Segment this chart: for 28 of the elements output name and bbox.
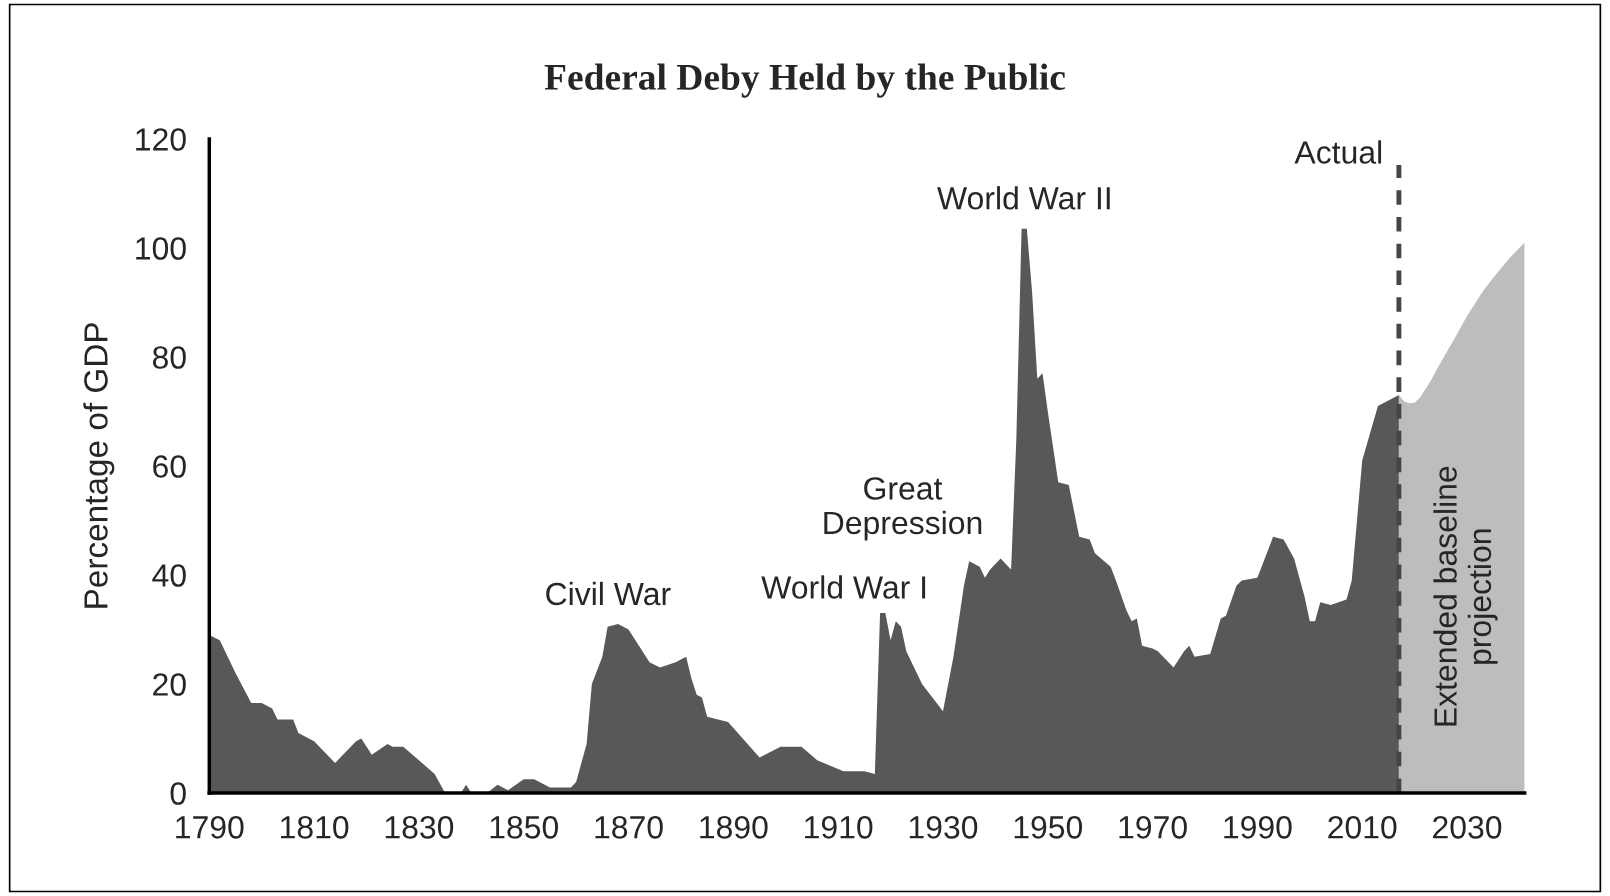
x-tick-label: 1790	[176, 816, 244, 839]
annotation: Civil War	[546, 581, 671, 606]
annotation: Great Depression	[824, 477, 982, 541]
x-tick-label: 1950	[1014, 816, 1083, 839]
x-tick-label: 1930	[909, 816, 978, 839]
x-tick-label: 1890	[700, 816, 768, 839]
y-tick-label: 120	[136, 128, 186, 151]
y-axis-title: Percentage of GDP	[83, 323, 115, 608]
y-tick-label: 0	[170, 782, 186, 805]
annotation: World War I	[761, 575, 926, 599]
x-tick-label: 1830	[385, 816, 454, 839]
x-tick-label: 1910	[805, 816, 873, 839]
x-tick-label: 1990	[1224, 816, 1292, 839]
x-tick-label: 1970	[1119, 816, 1187, 839]
annotation: Extended baseline projection	[1433, 466, 1498, 726]
y-tick-label: 20	[153, 673, 186, 696]
y-tick-label: 60	[153, 455, 186, 478]
ref-line-label: Actual	[1294, 140, 1382, 164]
x-tick-label: 1870	[595, 816, 663, 839]
y-tick-label: 100	[136, 237, 186, 260]
x-tick-label: 2010	[1328, 816, 1397, 839]
annotation: World War II	[937, 186, 1110, 210]
x-tick-label: 1810	[281, 816, 349, 839]
chart-title: Federal Deby Held by the Public	[544, 63, 1065, 98]
y-tick-label: 80	[152, 346, 186, 369]
x-tick-label: 1850	[490, 816, 559, 839]
x-tick-label: 2030	[1433, 816, 1502, 839]
y-tick-label: 40	[152, 564, 186, 587]
